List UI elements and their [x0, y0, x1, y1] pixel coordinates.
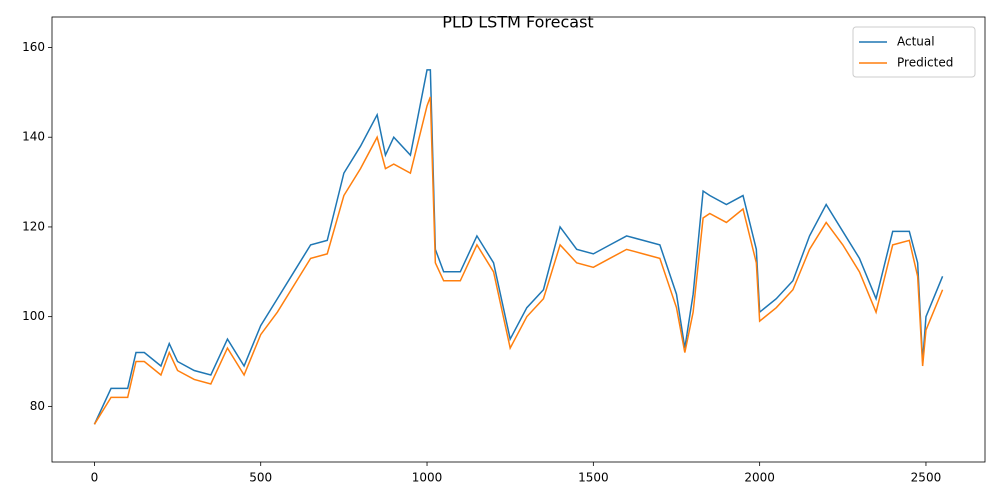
series-line	[93, 69, 944, 425]
legend-label: Actual	[897, 35, 935, 49]
legend-box	[852, 26, 976, 78]
legend-label: Predicted	[897, 56, 953, 70]
y-tick-label: 160	[22, 40, 45, 54]
x-tick-label: 500	[249, 471, 272, 485]
plot-frame	[51, 16, 986, 463]
y-tick-label: 100	[22, 309, 45, 323]
y-tick-label: 120	[22, 219, 45, 233]
chart-title: PLD LSTM Forecast	[442, 13, 593, 32]
x-tick-label: 2500	[911, 471, 942, 485]
x-tick-label: 1500	[578, 471, 609, 485]
y-tick-label: 80	[30, 399, 45, 413]
series-line	[93, 96, 944, 425]
y-tick-label: 140	[22, 130, 45, 144]
x-tick-label: 1000	[412, 471, 443, 485]
x-tick-label: 0	[91, 471, 99, 485]
x-tick-label: 2000	[744, 471, 775, 485]
